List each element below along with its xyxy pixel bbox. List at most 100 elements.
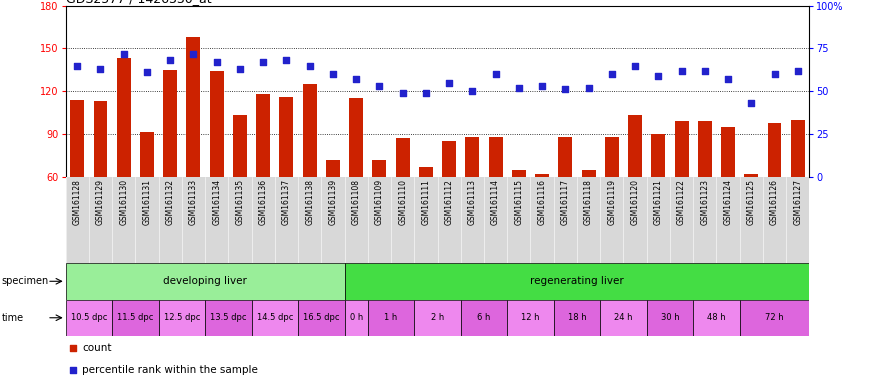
Point — [164, 57, 178, 63]
Text: GSM161130: GSM161130 — [119, 179, 129, 225]
Bar — [461, 177, 484, 263]
Bar — [368, 300, 414, 336]
Bar — [158, 177, 182, 263]
Bar — [252, 177, 275, 263]
Bar — [70, 100, 84, 177]
Text: GSM161123: GSM161123 — [700, 179, 710, 225]
Text: 18 h: 18 h — [568, 313, 586, 322]
Point — [140, 70, 154, 76]
Bar — [303, 84, 317, 177]
Bar — [675, 121, 689, 177]
Bar — [582, 169, 596, 177]
Point — [66, 345, 80, 351]
Bar — [628, 116, 642, 177]
Point — [186, 51, 200, 57]
Bar — [94, 101, 108, 177]
Bar — [693, 177, 717, 263]
Text: 13.5 dpc: 13.5 dpc — [210, 313, 247, 322]
Bar — [391, 177, 414, 263]
Text: GDS2577 / 1426330_at: GDS2577 / 1426330_at — [66, 0, 211, 5]
Bar — [512, 169, 526, 177]
Text: GSM161119: GSM161119 — [607, 179, 616, 225]
Text: GSM161121: GSM161121 — [654, 179, 662, 225]
Text: GSM161132: GSM161132 — [165, 179, 175, 225]
Bar — [228, 177, 252, 263]
Text: 12 h: 12 h — [522, 313, 540, 322]
Bar — [256, 94, 270, 177]
Point — [697, 68, 711, 74]
Text: 10.5 dpc: 10.5 dpc — [71, 313, 107, 322]
Bar — [600, 177, 623, 263]
Bar — [507, 300, 554, 336]
Bar — [767, 122, 781, 177]
Point — [767, 71, 781, 77]
Text: 12.5 dpc: 12.5 dpc — [164, 313, 200, 322]
Point — [66, 367, 80, 374]
Text: specimen: specimen — [2, 276, 49, 286]
Text: GSM161139: GSM161139 — [328, 179, 338, 225]
Bar — [419, 167, 433, 177]
Bar — [558, 137, 572, 177]
Bar — [623, 177, 647, 263]
Text: regenerating liver: regenerating liver — [530, 276, 624, 286]
Point — [94, 66, 108, 72]
Text: GSM161109: GSM161109 — [374, 179, 384, 225]
Point — [605, 71, 619, 77]
Bar — [349, 98, 363, 177]
Point — [536, 83, 550, 89]
Bar — [530, 177, 554, 263]
Text: GSM161110: GSM161110 — [398, 179, 407, 225]
Point — [349, 76, 363, 82]
Text: count: count — [82, 343, 111, 353]
Text: GSM161108: GSM161108 — [352, 179, 360, 225]
Text: GSM161134: GSM161134 — [213, 179, 221, 225]
Bar — [396, 138, 410, 177]
Point — [628, 63, 642, 69]
Point — [745, 100, 759, 106]
Text: time: time — [2, 313, 24, 323]
Point — [791, 68, 805, 74]
Bar — [745, 174, 759, 177]
Text: GSM161115: GSM161115 — [514, 179, 523, 225]
Bar — [507, 177, 530, 263]
Bar — [345, 263, 809, 300]
Bar — [739, 177, 763, 263]
Point — [488, 71, 502, 77]
Bar — [600, 300, 647, 336]
Bar — [670, 177, 693, 263]
Bar — [89, 177, 112, 263]
Text: GSM161126: GSM161126 — [770, 179, 779, 225]
Text: GSM161127: GSM161127 — [794, 179, 802, 225]
Text: GSM161138: GSM161138 — [305, 179, 314, 225]
Bar — [275, 177, 298, 263]
Bar — [112, 300, 158, 336]
Point — [233, 66, 247, 72]
Point — [396, 90, 410, 96]
Bar — [554, 300, 600, 336]
Text: 48 h: 48 h — [707, 313, 725, 322]
Bar — [693, 300, 739, 336]
Bar — [368, 177, 391, 263]
Text: 11.5 dpc: 11.5 dpc — [117, 313, 153, 322]
Bar — [140, 132, 154, 177]
Point — [582, 85, 596, 91]
Bar — [373, 160, 387, 177]
Bar — [442, 141, 456, 177]
Text: 14.5 dpc: 14.5 dpc — [256, 313, 293, 322]
Bar — [414, 177, 438, 263]
Point — [512, 85, 526, 91]
Bar — [647, 300, 693, 336]
Point — [442, 79, 456, 86]
Bar — [279, 97, 293, 177]
Bar — [136, 177, 158, 263]
Bar — [763, 177, 786, 263]
Bar — [210, 71, 224, 177]
Bar — [205, 300, 252, 336]
Bar — [461, 300, 507, 336]
Bar — [182, 177, 205, 263]
Text: 2 h: 2 h — [430, 313, 444, 322]
Bar — [326, 160, 340, 177]
Point — [279, 57, 293, 63]
Text: GSM161129: GSM161129 — [96, 179, 105, 225]
Bar — [66, 263, 345, 300]
